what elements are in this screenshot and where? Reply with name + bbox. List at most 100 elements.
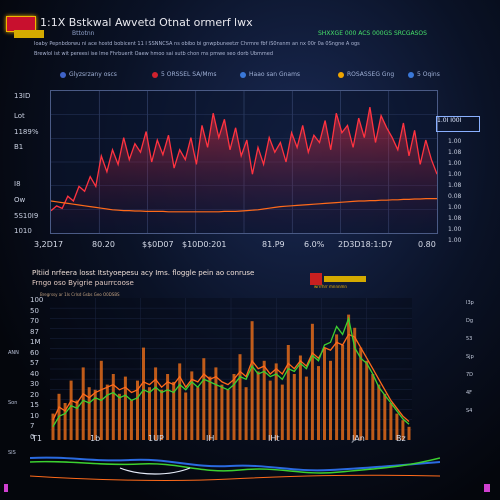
y-tick-label: 50 <box>30 306 39 315</box>
y-tick-label: 10 <box>30 411 39 420</box>
bar <box>238 354 242 440</box>
series-orange-line <box>52 333 410 422</box>
bar <box>160 389 164 440</box>
x-tick-label: 0.80 <box>418 240 436 249</box>
badge-bar <box>324 276 366 282</box>
tab-series-4[interactable]: ROSASSEG Gng <box>338 71 394 78</box>
right-tick-label: Sjp <box>466 354 474 360</box>
bar-chart <box>50 298 412 440</box>
series-1-line <box>50 106 438 212</box>
bar <box>383 393 387 440</box>
page-subtitle: Bttotnn <box>72 30 95 37</box>
tab-label: 5 Oqins <box>417 71 440 78</box>
y-tick-label: Ow <box>14 196 26 204</box>
y-tick-label: 60 <box>30 348 39 357</box>
right-tick-label: S4 <box>466 408 473 414</box>
y-tick-label: 13ID <box>14 92 31 100</box>
tab-series-1[interactable]: Glyzsrzany oscs <box>60 71 117 78</box>
bar <box>154 367 158 440</box>
bar <box>371 374 375 440</box>
right-tick-label: 53 <box>466 336 473 342</box>
y-tick-label: 1010 <box>14 227 32 235</box>
y-tick-label: 20 <box>30 390 39 399</box>
overview-line-white <box>119 467 191 475</box>
x-tick-label: JAn <box>352 434 365 443</box>
y-tick-label: 30 <box>30 380 39 388</box>
bar <box>256 371 260 440</box>
y-tick-label: 0 <box>30 432 35 441</box>
right-tick-label: 1.00 <box>448 171 462 178</box>
bar <box>407 426 411 440</box>
bar <box>286 345 290 440</box>
header-description-line-2: Brewlol ist wit pereesi ise lme Fhrbueri… <box>34 51 274 57</box>
bar <box>111 374 115 440</box>
tab-series-2[interactable]: 5 ORSSEL SA/Mms <box>152 71 216 78</box>
left-tag-label: ANN <box>8 350 19 356</box>
bar <box>190 371 194 440</box>
x-tick-label: IH <box>206 434 215 443</box>
tab-label: Glyzsrzany oscs <box>69 71 117 78</box>
right-tick-label: 1.00 <box>448 138 462 145</box>
bar <box>298 355 302 440</box>
x-tick-label: 81.P9 <box>262 240 285 249</box>
y-tick-label: B1 <box>14 143 24 151</box>
x-tick-label: $10D0:201 <box>182 240 227 249</box>
x-tick-label: T1 <box>32 434 42 443</box>
bar <box>220 384 224 440</box>
page-title: 1:1X Bstkwal Awvetd Otnat ormerf lwx <box>40 16 253 29</box>
tab-series-3[interactable]: Haao san Gnams <box>240 71 300 78</box>
y-tick-label: 1M <box>30 338 41 346</box>
bar <box>329 360 332 440</box>
left-tag-label: Son <box>8 400 18 406</box>
header-status-note: SHXXGE 000 ACS 000GS SRCGASOS <box>318 30 427 37</box>
bar <box>75 400 79 440</box>
tab-label: 5 ORSSEL SA/Mms <box>161 71 217 78</box>
bar <box>347 314 351 440</box>
y-tick-label: 5S10I9 <box>14 212 39 220</box>
bar <box>81 367 85 440</box>
series-green-line <box>52 316 410 428</box>
bar-chart-panel <box>50 298 412 440</box>
x-tick-label: 1b <box>90 434 101 443</box>
bar <box>63 403 67 440</box>
series-1-area <box>51 107 437 233</box>
y-tick-label: 100 <box>30 296 44 304</box>
right-tick-label: 1.08 <box>448 182 462 189</box>
bar <box>117 393 121 440</box>
x-tick-label: $$0D07 <box>142 240 174 249</box>
x-tick-label: 3,2D17 <box>34 240 64 249</box>
right-tick-label: 1.00 <box>448 160 462 167</box>
y-tick-label: Lot <box>14 112 25 120</box>
current-value-box[interactable]: 1.0I I00I <box>436 116 480 132</box>
bar-chart-note: Bregrssy ar 1Is Crlsd Gsbs Geo O0DSBS <box>40 292 120 297</box>
bar <box>401 420 405 440</box>
overview-line-orange <box>29 474 441 481</box>
bar-chart-subtitle: Frngo oso Byigrie paurrcoose <box>32 279 134 287</box>
bar-chart-title: Pltiid nrfeera losst Itstyoepesu acy Ims… <box>32 269 255 277</box>
dot-icon <box>408 71 414 78</box>
y-tick-label: 15 <box>30 401 39 409</box>
bar <box>268 380 272 440</box>
series-tabs: Glyzsrzany oscs 5 ORSSEL SA/Mms Haao san… <box>50 71 450 83</box>
y-tick-label: 7 <box>30 422 35 430</box>
bar <box>196 387 200 440</box>
bar <box>317 366 320 440</box>
x-tick-label: 80.20 <box>92 240 115 249</box>
bar <box>142 347 145 440</box>
bar <box>365 360 369 440</box>
right-tick-label: 0.08 <box>448 193 462 200</box>
badge-graphic <box>310 273 366 285</box>
y-tick-label: 87 <box>30 327 39 336</box>
overview-line-blue <box>29 456 441 472</box>
bar <box>214 367 218 440</box>
bar <box>226 389 230 440</box>
bar <box>310 323 314 440</box>
bar <box>166 374 170 440</box>
tab-series-5[interactable]: 5 Oqins <box>408 71 440 78</box>
y-tick-label: 1189% <box>14 128 39 136</box>
dot-icon <box>152 71 158 78</box>
dot-icon <box>338 71 344 78</box>
overview-strip[interactable] <box>29 446 441 486</box>
bar <box>250 321 254 440</box>
y-tick-label: 40 <box>30 369 39 378</box>
